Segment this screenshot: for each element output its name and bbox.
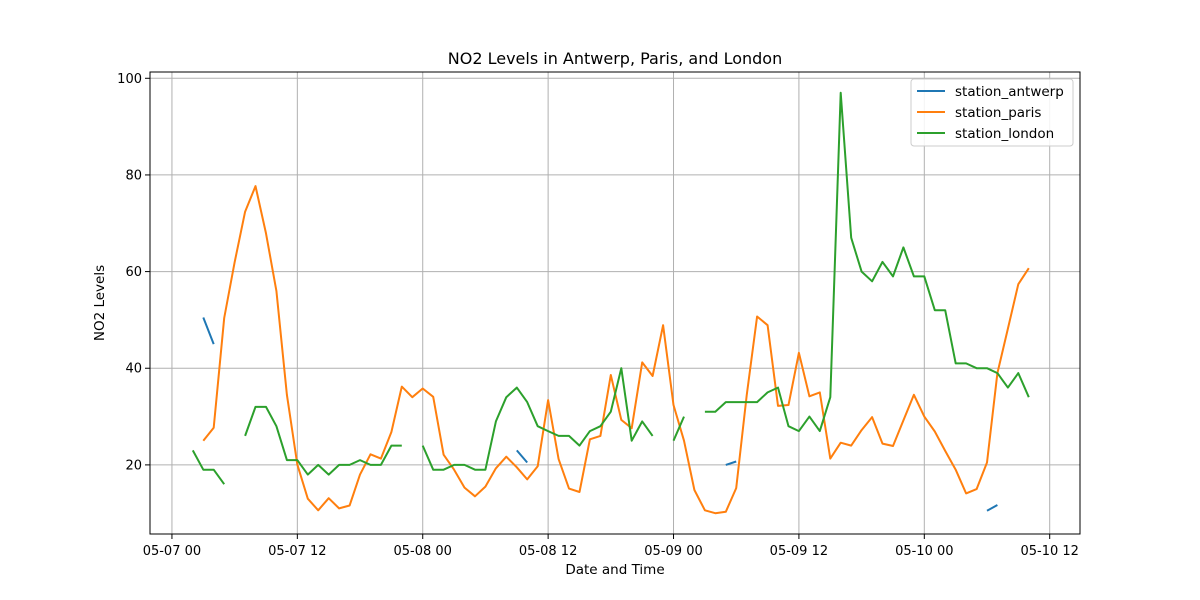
chart-title: NO2 Levels in Antwerp, Paris, and London: [448, 49, 782, 68]
x-tick-label: 05-09 12: [770, 544, 828, 559]
series-line-station_paris: [202, 185, 1030, 515]
x-tick-label: 05-10 00: [895, 544, 953, 559]
legend-label-station_paris: station_paris: [955, 105, 1041, 121]
legend-box: [910, 78, 1074, 147]
x-axis-ticks: 05-07 00 05-07 12 05-08 00 05-08 12 05-09 00…: [143, 534, 1079, 559]
x-tick-label: 05-10 12: [1020, 544, 1078, 559]
legend-label-station_london: station_london: [955, 126, 1054, 142]
series-layer: [191, 91, 1030, 515]
x-tick-label: 05-08 00: [394, 544, 452, 559]
grid-lines: [150, 72, 1080, 534]
legend-label-station_antwerp: station_antwerp: [955, 84, 1064, 100]
series-line-station_antwerp: [202, 317, 998, 512]
x-tick-label: 05-07 12: [268, 544, 326, 559]
x-tick-label: 05-08 12: [519, 544, 577, 559]
x-tick-label: 05-07 00: [143, 544, 201, 559]
y-axis-label: NO2 Levels: [92, 265, 108, 341]
y-axis-ticks: 20 40 60 80 100: [117, 72, 150, 473]
y-tick-label: 20: [125, 458, 142, 473]
x-tick-label: 05-09 00: [644, 544, 702, 559]
y-tick-label: 60: [125, 265, 142, 280]
y-tick-label: 40: [125, 362, 142, 377]
x-axis-label: Date and Time: [565, 562, 664, 578]
legend: station_antwerp station_paris station_lond…: [910, 78, 1074, 147]
series-line-station_london: [191, 91, 1030, 485]
y-tick-label: 80: [125, 168, 142, 183]
plot-frame: [149, 71, 1081, 535]
y-tick-label: 100: [117, 72, 142, 87]
